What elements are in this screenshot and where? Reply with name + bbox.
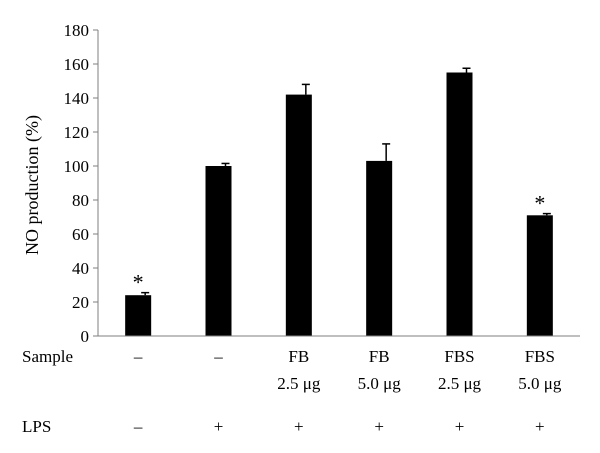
lps-value: + [374,417,384,436]
sample-label-line2: 2.5 μg [277,374,321,393]
sample-label-line1: FBS [525,347,555,366]
significance-marker: * [133,270,144,295]
sample-label-line2: 5.0 μg [518,374,562,393]
bar [446,72,473,336]
y-tick-label: 160 [64,55,90,74]
lps-row-label: LPS [22,417,51,436]
bars [125,72,553,336]
sample-label-line2: 2.5 μg [438,374,482,393]
sample-label-line1: FB [288,347,309,366]
sample-label-line1: FB [369,347,390,366]
significance-marker: * [534,191,545,216]
y-tick-label: 180 [64,21,90,40]
lps-value: – [133,417,143,436]
y-tick-label: 80 [72,191,89,210]
sample-row-label: Sample [22,347,73,366]
bar [285,94,312,336]
error-bars [141,67,551,296]
y-tick-label: 100 [64,157,90,176]
sample-label-line1: FBS [444,347,474,366]
lps-value: + [214,417,224,436]
sample-label-line2: 5.0 μg [358,374,402,393]
bar [366,160,393,336]
sample-row: – – FB FB FBS FBS 2.5 μg 5.0 μg 2.5 μg 5.0 μg [133,347,562,393]
y-tick-label: 40 [72,259,89,278]
lps-value: + [455,417,465,436]
significance-markers: ** [133,191,546,295]
lps-value: + [535,417,545,436]
sample-label-line1: – [133,347,143,366]
y-tick-label: 140 [64,89,90,108]
bar [526,215,553,336]
y-axis: 0 20 40 60 80 100 120 140 160 180 [64,21,99,346]
sample-label-line1: – [213,347,223,366]
y-axis-label: NO production (%) [22,115,43,255]
lps-value: + [294,417,304,436]
y-tick-label: 60 [72,225,89,244]
y-tick-label: 0 [81,327,90,346]
y-tick-label: 120 [64,123,90,142]
lps-row: – + + + + + [133,417,545,436]
y-tick-label: 20 [72,293,89,312]
bar [125,295,152,336]
bar [205,166,232,336]
